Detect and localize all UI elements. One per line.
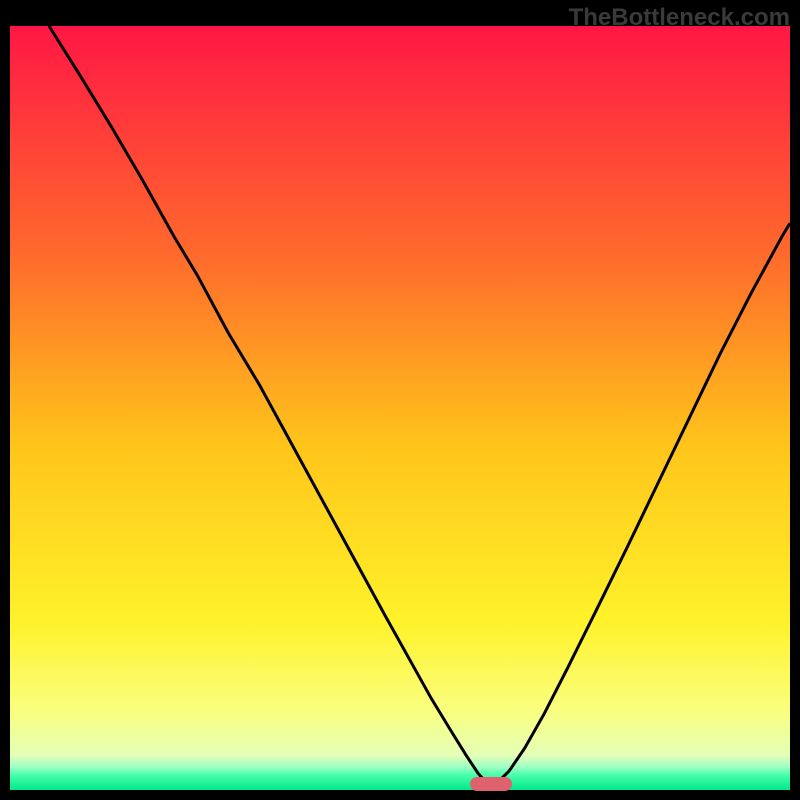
optimal-marker (470, 777, 512, 791)
plot-area (10, 26, 790, 790)
chart-frame: TheBottleneck.com (0, 0, 800, 800)
curve-path (49, 26, 790, 784)
bottleneck-curve (10, 26, 790, 790)
